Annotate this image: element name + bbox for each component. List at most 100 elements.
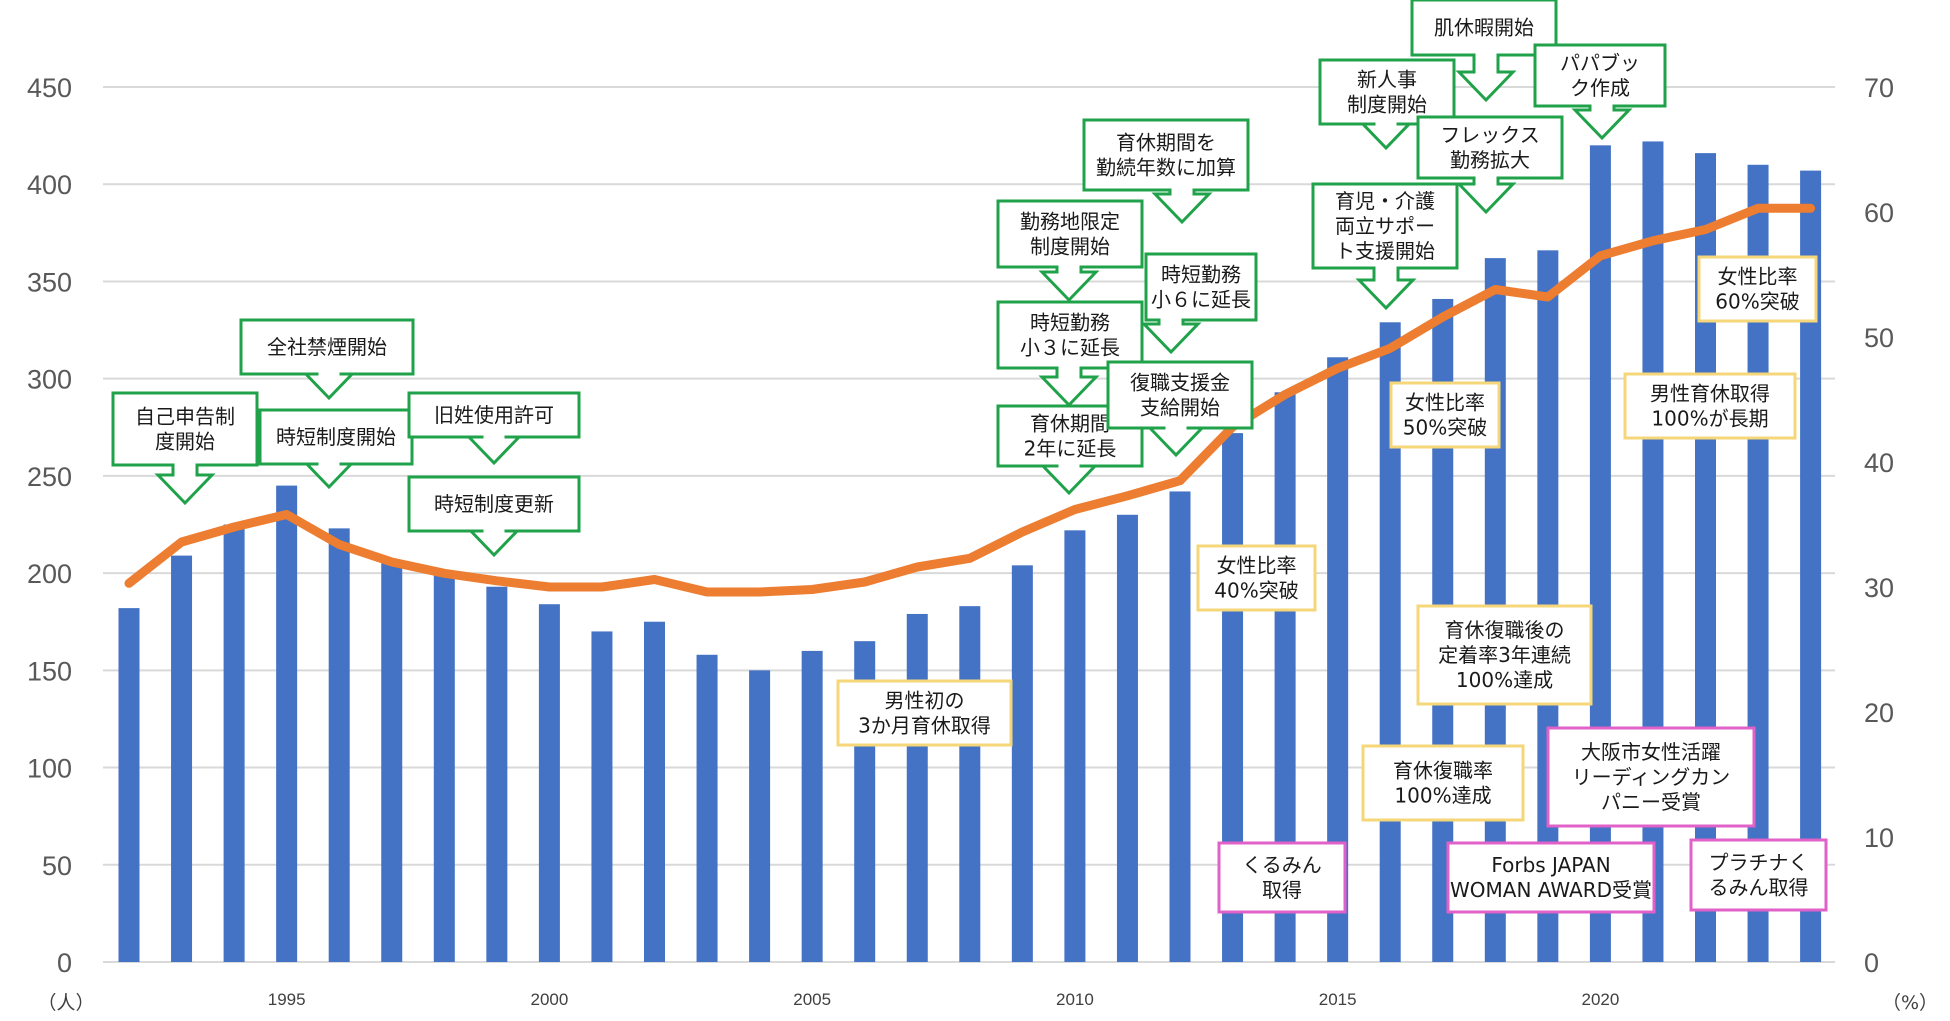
annotation-callout: 全社禁煙開始 (239, 318, 415, 401)
annotation-text: 制度開始 (1347, 93, 1427, 117)
annotations: 自己申告制度開始全社禁煙開始時短制度開始旧姓使用許可時短制度更新勤務地限定制度開… (111, 0, 1828, 914)
annotation-text: 勤務地限定 (1020, 210, 1120, 234)
callout-joint (318, 372, 340, 376)
annotation-text: フレックス (1440, 123, 1539, 147)
bar-series (118, 141, 1822, 963)
annotation-text: 時短制度更新 (434, 492, 554, 516)
callout-arrow (1151, 190, 1213, 225)
annotation-text: 40%突破 (1214, 579, 1298, 603)
bar (749, 670, 771, 962)
callout-joint (483, 435, 505, 439)
y-axis-right: 0 10 20 30 40 50 60 70 (1864, 73, 1894, 978)
line-series (124, 203, 1816, 597)
annotation-text: Forbs JAPAN (1491, 853, 1610, 877)
bar (1800, 170, 1822, 963)
y-right-tick-label: 70 (1864, 73, 1894, 103)
annotation-text: 時短勤務 (1161, 263, 1241, 287)
bar (906, 613, 928, 962)
annotation-callout: 肌休暇開始 (1410, 0, 1558, 103)
annotation-text: 定着率3年連続 (1438, 643, 1571, 667)
bar (1116, 514, 1138, 962)
annotation-callout: 旧姓使用許可 (407, 391, 581, 466)
callout-joint (1058, 366, 1080, 370)
callout-arrow (1140, 320, 1202, 355)
callout-joint (1160, 318, 1182, 322)
callout-joint (1475, 176, 1497, 180)
line-series-path (124, 203, 1816, 597)
y-left-tick-label: 0 (57, 948, 72, 978)
callout-joint (483, 529, 505, 533)
callout-box (1318, 58, 1456, 126)
bar (1327, 357, 1349, 962)
callout-box (1196, 544, 1317, 612)
callout-joint (318, 462, 340, 466)
callout-box (1446, 841, 1656, 914)
y-right-tick-label: 60 (1864, 198, 1894, 228)
annotation-text: 小３に延長 (1020, 336, 1120, 360)
x-tick-label: 1995 (268, 990, 306, 1009)
callout-box (1697, 255, 1818, 323)
callout-arrow (463, 433, 525, 466)
annotation-callout: 時短制度更新 (407, 475, 581, 558)
annotation-text: 小６に延長 (1151, 288, 1251, 312)
annotation-text: 育休期間を (1116, 131, 1216, 155)
y-left-tick-label: 400 (27, 170, 72, 200)
callout-arrow (1038, 463, 1100, 496)
annotation-text: 育児・介護 (1335, 189, 1435, 213)
bar (1064, 530, 1086, 962)
bar (696, 654, 718, 962)
annotation-text: 男性育休取得 (1650, 382, 1770, 406)
callout-box (1389, 381, 1501, 449)
annotation-text: リーディングカン (1572, 765, 1731, 789)
annotation-text: 復職支援金 (1130, 371, 1230, 395)
callout-box (996, 300, 1144, 370)
annotation-text: 両立サポー (1335, 214, 1435, 238)
callout-box (1361, 744, 1525, 822)
annotation-text: 勤続年数に加算 (1096, 156, 1236, 180)
annotation-text: 勤務拡大 (1450, 148, 1530, 172)
bar (959, 606, 981, 962)
callout-joint (1475, 53, 1497, 57)
y-left-unit: （人） (37, 992, 94, 1014)
y-right-unit: （%） (1882, 992, 1938, 1014)
bar (381, 563, 403, 962)
y-right-tick-label: 50 (1864, 323, 1894, 353)
x-tick-label: 2010 (1056, 990, 1094, 1009)
annotation-text: るみん取得 (1709, 876, 1809, 900)
callout-joint (1165, 426, 1187, 430)
callout-box (996, 199, 1144, 269)
annotation-text: 新人事 (1357, 68, 1417, 92)
bar (1642, 141, 1664, 962)
callout-joint (1058, 464, 1080, 468)
x-tick-label: 2020 (1581, 990, 1619, 1009)
annotation-text: 肌休暇開始 (1434, 16, 1534, 40)
y-left-tick-label: 250 (27, 462, 72, 492)
annotation-text: 制度開始 (1030, 235, 1110, 259)
callout-box (1082, 118, 1250, 192)
bar (328, 528, 350, 962)
x-axis: 1995 2000 2005 2010 2015 2020 (268, 990, 1620, 1009)
callout-box (1144, 252, 1258, 322)
y-left-tick-label: 350 (27, 267, 72, 297)
annotation-text: 2年に延長 (1024, 437, 1117, 461)
callout-joint (1375, 122, 1397, 126)
annotation-text: 100%達成 (1456, 668, 1553, 692)
x-tick-label: 2005 (793, 990, 831, 1009)
callout-arrow (1571, 106, 1633, 141)
callout-arrow (1355, 268, 1417, 311)
callout-box (1416, 604, 1593, 706)
callout-joint (1171, 188, 1193, 192)
annotation-text: プラチナく (1709, 851, 1809, 875)
annotation-text: 度開始 (155, 430, 215, 454)
callout-box (1217, 841, 1347, 914)
annotation-text: 時短勤務 (1030, 311, 1110, 335)
